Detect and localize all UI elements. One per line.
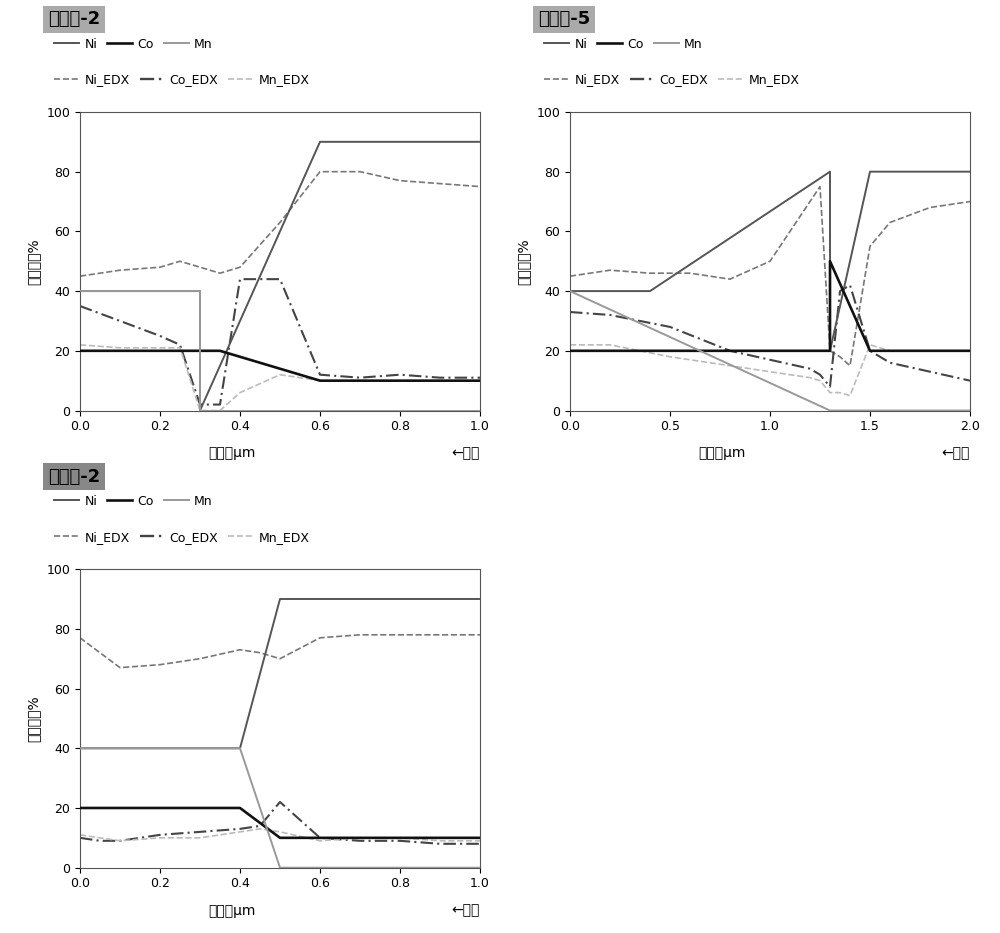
- Text: 直径，μm: 直径，μm: [208, 446, 256, 460]
- Y-axis label: 组合物，%: 组合物，%: [27, 695, 41, 742]
- Text: ←壳层: ←壳层: [452, 446, 480, 460]
- Legend: Ni_EDX, Co_EDX, Mn_EDX: Ni_EDX, Co_EDX, Mn_EDX: [54, 74, 309, 87]
- Text: ←壳层: ←壳层: [942, 446, 970, 460]
- Y-axis label: 组合物，%: 组合物，%: [27, 238, 41, 285]
- Text: ←壳层: ←壳层: [452, 903, 480, 917]
- Text: 直径，μm: 直径，μm: [698, 446, 746, 460]
- Text: 比较例-2: 比较例-2: [48, 467, 100, 485]
- Text: 实施例-2: 实施例-2: [48, 10, 100, 28]
- Y-axis label: 组合物，%: 组合物，%: [517, 238, 531, 285]
- Text: 直径，μm: 直径，μm: [208, 903, 256, 917]
- Legend: Ni_EDX, Co_EDX, Mn_EDX: Ni_EDX, Co_EDX, Mn_EDX: [544, 74, 799, 87]
- Text: 实施例-5: 实施例-5: [538, 10, 590, 28]
- Legend: Ni_EDX, Co_EDX, Mn_EDX: Ni_EDX, Co_EDX, Mn_EDX: [54, 531, 309, 544]
